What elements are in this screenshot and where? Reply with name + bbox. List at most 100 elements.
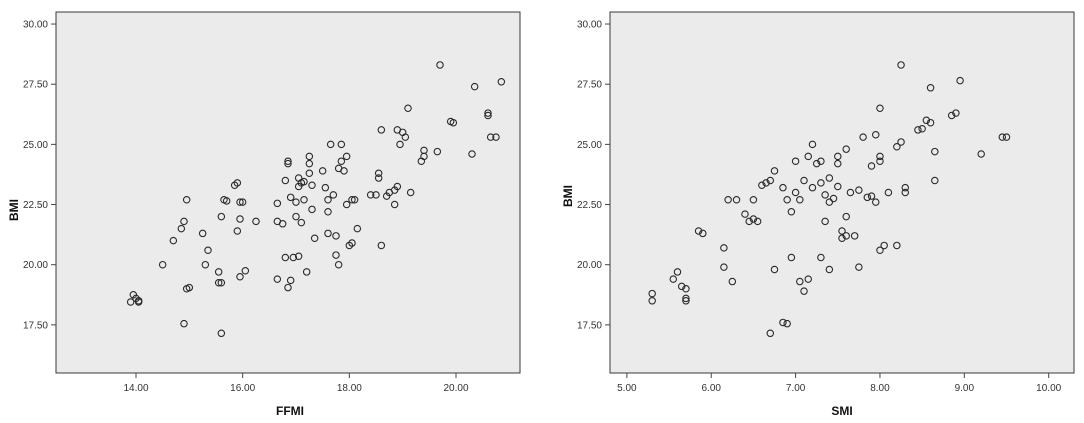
data-point: [846, 188, 855, 197]
y-ticks-ffmi: 17.50 20.00 22.50 25.00 27.50 30.00: [23, 20, 56, 331]
data-point: [350, 195, 359, 204]
data-point: [497, 78, 506, 86]
data-point: [796, 195, 804, 204]
data-point: [791, 188, 800, 197]
data-point: [470, 82, 479, 91]
data-point: [236, 272, 244, 281]
data-point: [901, 183, 910, 192]
data-point: [901, 188, 910, 197]
data-point: [305, 159, 314, 168]
data-point: [324, 195, 332, 204]
y-tick-label: 22.50: [23, 200, 48, 211]
data-point: [238, 198, 247, 206]
data-point: [292, 212, 300, 221]
data-point: [842, 232, 850, 240]
chart-smi: 17.50 20.00 22.50 25.00 27.50 30.00 5.00 6.00 7…: [561, 11, 1075, 418]
data-point: [884, 188, 893, 197]
data-point: [842, 212, 850, 221]
data-point: [876, 152, 884, 161]
data-point: [300, 177, 308, 186]
data-point: [791, 157, 800, 165]
data-point: [699, 229, 707, 238]
data-point: [804, 152, 813, 161]
data-point: [305, 152, 314, 161]
x-axis-title-ffmi: FFMI: [276, 404, 304, 418]
data-point: [158, 260, 167, 269]
points-ffmi: [126, 61, 506, 338]
data-point: [468, 150, 476, 158]
data-point: [753, 217, 762, 226]
data-point: [804, 275, 813, 283]
data-point: [796, 277, 804, 286]
data-point: [222, 197, 231, 205]
data-point: [406, 188, 415, 197]
data-point: [682, 294, 690, 303]
data-point: [855, 186, 863, 194]
data-point: [834, 152, 842, 161]
data-point: [720, 244, 728, 252]
data-point: [770, 265, 779, 274]
x-axis-title-smi: SMI: [831, 404, 852, 418]
x-tick-label: 8.00: [870, 383, 890, 394]
data-point: [947, 111, 956, 120]
data-point: [310, 234, 319, 242]
data-point: [871, 130, 880, 139]
data-point: [180, 217, 188, 226]
data-point: [732, 195, 741, 204]
x-tick-label: 5.00: [617, 383, 637, 394]
y-tick-label: 20.00: [577, 260, 602, 271]
data-point: [401, 133, 410, 141]
data-point: [880, 241, 888, 250]
data-point: [366, 191, 375, 199]
chart-ffmi: 17.50 20.00 22.50 25.00 27.50 30.00 14.00 16.0…: [7, 11, 521, 418]
data-point: [779, 318, 787, 327]
data-point: [829, 194, 838, 203]
data-point: [931, 176, 939, 185]
data-point: [787, 208, 796, 216]
x-tick-label: 9.00: [955, 383, 975, 394]
data-point: [334, 260, 343, 269]
data-point: [897, 61, 905, 69]
data-point: [286, 276, 295, 285]
data-point: [893, 241, 901, 250]
data-point: [893, 143, 901, 151]
data-point: [808, 183, 817, 192]
data-point: [876, 157, 884, 165]
data-point: [126, 298, 135, 306]
data-point: [324, 208, 332, 216]
x-ticks-ffmi: 14.00 16.00 18.00 20.00: [123, 373, 469, 394]
data-point: [294, 252, 303, 261]
data-point: [758, 181, 766, 190]
data-point: [682, 285, 690, 293]
data-point: [871, 198, 880, 206]
data-point: [217, 329, 226, 338]
x-tick-label: 16.00: [230, 383, 255, 394]
data-point: [779, 183, 787, 192]
data-point: [281, 253, 290, 262]
data-point: [817, 157, 825, 165]
data-point: [800, 287, 808, 295]
data-point: [393, 182, 402, 191]
data-point: [741, 210, 749, 218]
data-point: [182, 195, 191, 204]
data-point: [766, 176, 775, 185]
data-point: [377, 241, 386, 250]
data-point: [340, 167, 348, 175]
data-point: [308, 181, 316, 190]
data-point: [396, 140, 404, 149]
data-point: [669, 275, 678, 283]
data-point: [724, 195, 732, 204]
data-point: [1002, 133, 1011, 141]
data-point: [952, 109, 960, 117]
data-point: [817, 179, 825, 187]
data-point: [926, 118, 935, 127]
data-point: [337, 140, 346, 149]
data-point: [749, 195, 758, 204]
data-point: [926, 84, 935, 92]
data-point: [998, 133, 1007, 141]
data-point: [329, 191, 338, 199]
data-point: [332, 232, 340, 240]
data-point: [318, 167, 327, 175]
data-point: [217, 212, 226, 221]
